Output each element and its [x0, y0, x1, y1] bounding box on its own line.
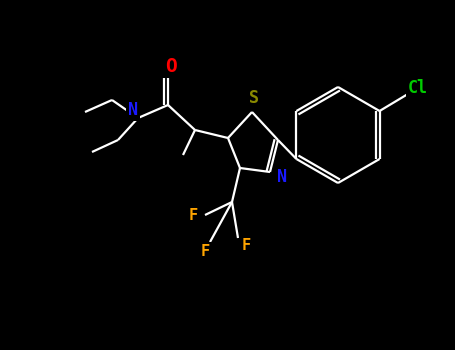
Text: F: F	[188, 208, 197, 223]
Text: N: N	[128, 101, 138, 119]
Text: O: O	[165, 56, 177, 76]
Text: F: F	[201, 245, 210, 259]
Text: F: F	[242, 238, 251, 253]
Text: S: S	[249, 89, 259, 107]
Text: N: N	[277, 168, 287, 186]
Text: Cl: Cl	[408, 79, 428, 97]
